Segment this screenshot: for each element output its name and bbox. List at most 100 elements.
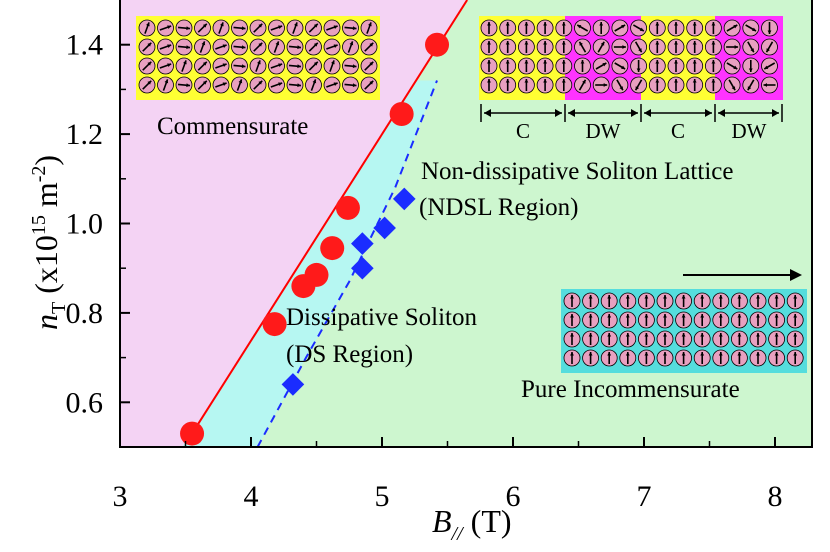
x-tick-label-5: 8	[768, 480, 783, 513]
spin-site	[712, 292, 730, 310]
spin-site	[582, 330, 599, 348]
dim-label-dw1: DW	[586, 119, 621, 143]
spin-site	[175, 76, 193, 94]
spin-site	[712, 311, 730, 329]
spin-site	[656, 311, 674, 329]
x-tick-label-2: 5	[375, 480, 390, 513]
spin-site	[231, 38, 248, 56]
spin-site	[630, 57, 647, 75]
spin-site	[712, 330, 730, 348]
spin-site	[705, 19, 722, 37]
spin-site	[600, 311, 618, 329]
spin-site	[286, 76, 304, 94]
spin-site	[536, 19, 554, 37]
spin-site	[249, 38, 267, 56]
spin-site	[667, 76, 685, 94]
red-circle-point-6	[389, 101, 414, 126]
spin-site	[768, 292, 785, 310]
spin-site	[731, 311, 748, 329]
spin-site	[712, 349, 730, 367]
spin-site	[305, 57, 322, 75]
spin-site	[536, 76, 554, 94]
spin-site	[574, 19, 591, 37]
spin-site	[212, 76, 230, 94]
spin-site	[675, 349, 692, 367]
data-markers	[180, 32, 450, 446]
spin-site	[667, 57, 685, 75]
red-circle-point-7	[425, 32, 450, 57]
axis-ticks: 3 4 5 6 7 8 0.6 0.8 1.0 1.2 1.4	[66, 29, 783, 513]
spin-site	[138, 38, 156, 56]
spin-site	[194, 38, 211, 56]
x-tick-label-0: 3	[113, 480, 128, 513]
y-axis-title: nT (x1015 m-2)	[28, 155, 70, 330]
spin-site	[742, 19, 760, 37]
red-circle-point-3	[304, 262, 329, 287]
spin-site	[592, 19, 610, 37]
spin-site	[582, 349, 599, 367]
spin-site	[768, 311, 785, 329]
spin-site	[563, 349, 581, 367]
spin-site	[480, 19, 498, 37]
spin-site	[648, 76, 666, 94]
spin-site	[249, 57, 267, 75]
ndsl-boundary-dashed-line	[256, 80, 438, 447]
spin-site	[705, 57, 722, 75]
ds-label-line2: (DS Region)	[286, 341, 413, 368]
spin-site	[768, 330, 785, 348]
spin-site	[786, 349, 804, 367]
spin-site	[619, 349, 637, 367]
spin-site	[360, 76, 378, 94]
spin-site	[305, 38, 322, 56]
spin-site	[592, 76, 610, 94]
spin-site	[499, 57, 517, 75]
ds-label-line1: Dissipative Soliton	[286, 304, 477, 331]
spin-site	[600, 349, 618, 367]
spin-site	[742, 57, 760, 75]
dim-label-c2: C	[671, 119, 685, 143]
spin-site	[656, 349, 674, 367]
spin-site	[600, 292, 618, 310]
commensurate-label: Commensurate	[157, 113, 308, 140]
x-tick-label-1: 4	[244, 480, 259, 513]
spin-site	[360, 38, 378, 56]
spin-site	[723, 38, 741, 56]
spin-site	[600, 330, 618, 348]
spin-site	[761, 38, 778, 56]
spin-site	[499, 19, 517, 37]
spin-site	[323, 19, 341, 37]
dimension-markers	[480, 104, 783, 122]
spin-site	[323, 57, 341, 75]
spin-site	[749, 349, 767, 367]
blue-diamond-point-1	[351, 256, 374, 280]
spin-site	[723, 76, 741, 94]
spin-site	[518, 38, 535, 56]
spin-site	[360, 57, 378, 75]
spin-site	[582, 292, 599, 310]
spin-site	[675, 311, 692, 329]
spin-site	[563, 311, 581, 329]
spin-site	[619, 292, 637, 310]
spin-site	[268, 38, 285, 56]
spin-site	[705, 76, 722, 94]
spin-site	[648, 57, 666, 75]
spin-site	[761, 76, 778, 94]
spin-site	[749, 330, 767, 348]
spin-site	[555, 19, 573, 37]
spin-site	[723, 57, 741, 75]
spin-site	[286, 19, 304, 37]
spin-site	[157, 19, 174, 37]
spin-site	[305, 19, 322, 37]
spin-site	[611, 57, 629, 75]
spin-site	[638, 330, 655, 348]
soliton-lattice-inset: C DW C DW	[479, 16, 783, 143]
spin-site	[342, 76, 359, 94]
spin-site	[480, 76, 498, 94]
red-circle-point-0	[180, 421, 205, 446]
spin-site	[574, 57, 591, 75]
incommensurate-inset	[561, 269, 807, 373]
spin-site	[138, 19, 156, 37]
spin-site	[731, 292, 748, 310]
red-circle-point-1	[262, 312, 287, 337]
